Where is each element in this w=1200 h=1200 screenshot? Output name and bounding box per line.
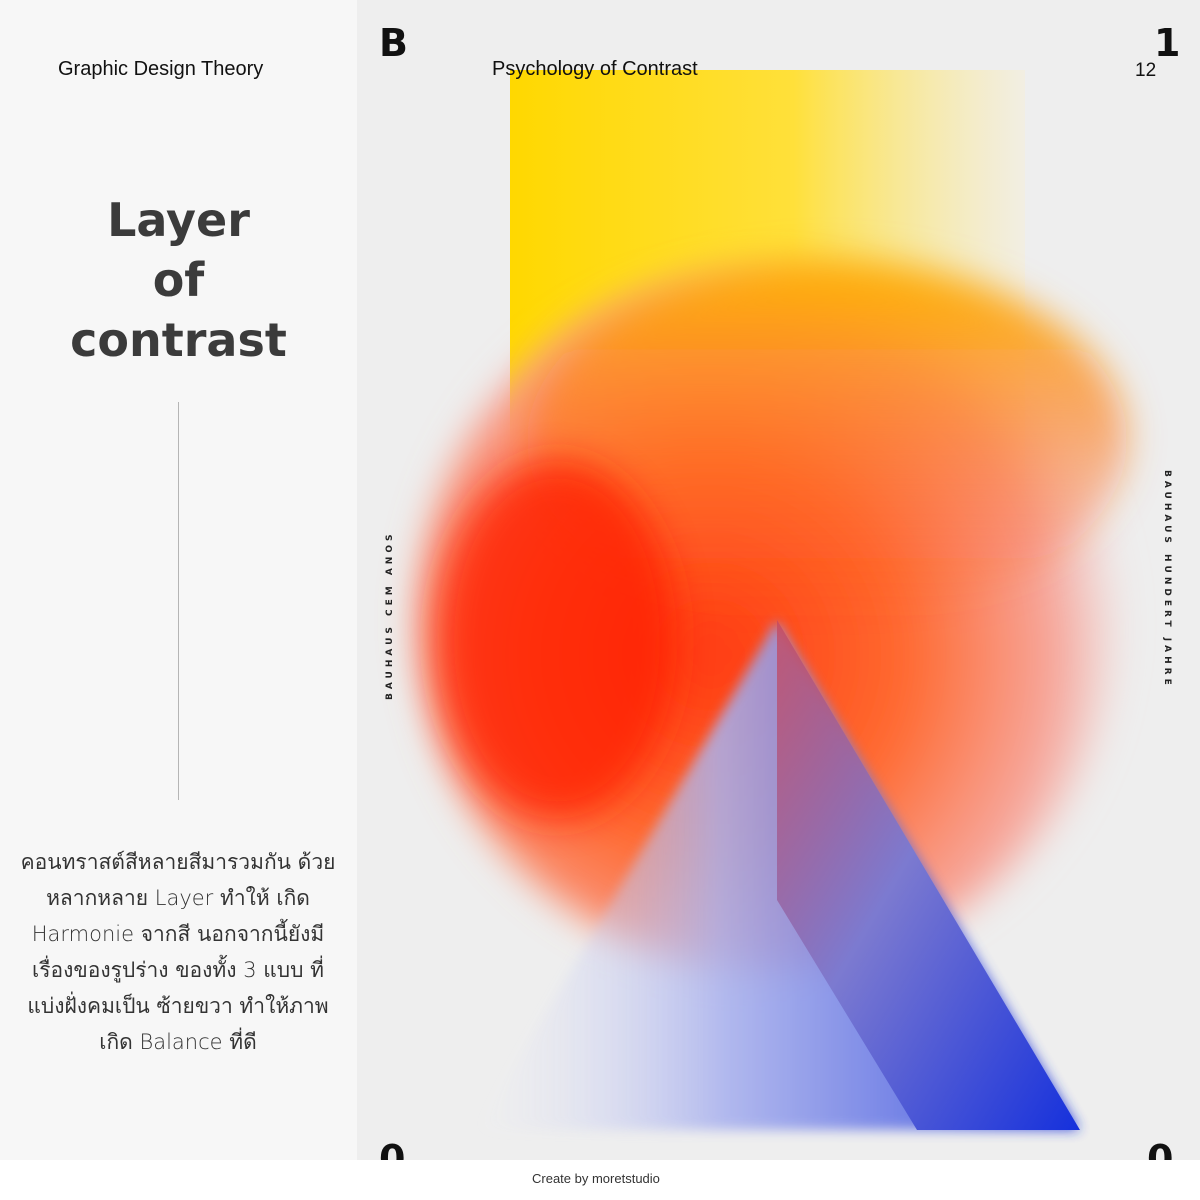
blue-triangle xyxy=(777,620,1080,1130)
vertical-text-left: BAUHAUS CEM ANOS xyxy=(385,530,395,700)
corner-letter-top-left: B xyxy=(379,21,408,65)
poster-artwork xyxy=(417,70,1127,1130)
poster-subtitle: Psychology of Contrast xyxy=(492,58,698,80)
headline-line-3: contrast xyxy=(70,313,287,367)
vertical-text-right: BAUHAUS HUNDERT JAHRE xyxy=(1162,470,1172,689)
credit-text: Create by moretstudio xyxy=(532,1171,660,1186)
page-number: 12 xyxy=(1135,60,1157,81)
headline-line-1: Layer xyxy=(107,193,250,247)
corner-letter-top-right: 1 xyxy=(1154,21,1181,65)
corner-letter-bottom-left: 0 xyxy=(379,1137,406,1160)
corner-letter-bottom-right: 0 xyxy=(1147,1137,1174,1160)
red-core xyxy=(437,460,677,820)
series-title: Graphic Design Theory xyxy=(58,58,264,80)
orange-glow xyxy=(527,260,1127,620)
left-panel: Graphic Design Theory Layer of contrast … xyxy=(0,0,357,1200)
divider-line xyxy=(178,402,179,800)
footer-bar xyxy=(0,1160,1200,1200)
headline-line-2: of xyxy=(152,253,205,307)
bauhaus-poster: B 1 Psychology of Contrast 12 0 0 BAUHAU… xyxy=(357,0,1200,1160)
headline: Layer of contrast xyxy=(0,190,357,370)
description-text: คอนทราสต์สีหลายสีมารวมกัน ด้วยหลากหลาย L… xyxy=(20,850,336,1054)
